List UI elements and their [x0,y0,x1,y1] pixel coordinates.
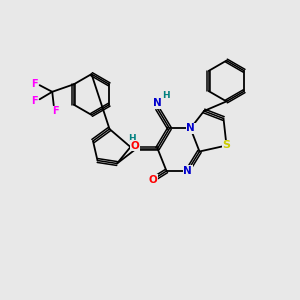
Text: N: N [153,98,162,109]
Text: H: H [128,134,136,143]
Text: O: O [130,140,140,151]
Text: H: H [162,92,170,100]
Text: O: O [148,175,158,185]
Text: S: S [223,140,230,151]
Text: F: F [31,79,38,89]
Text: F: F [52,106,59,116]
Text: N: N [183,166,192,176]
Text: N: N [186,123,195,134]
Text: F: F [31,96,38,106]
